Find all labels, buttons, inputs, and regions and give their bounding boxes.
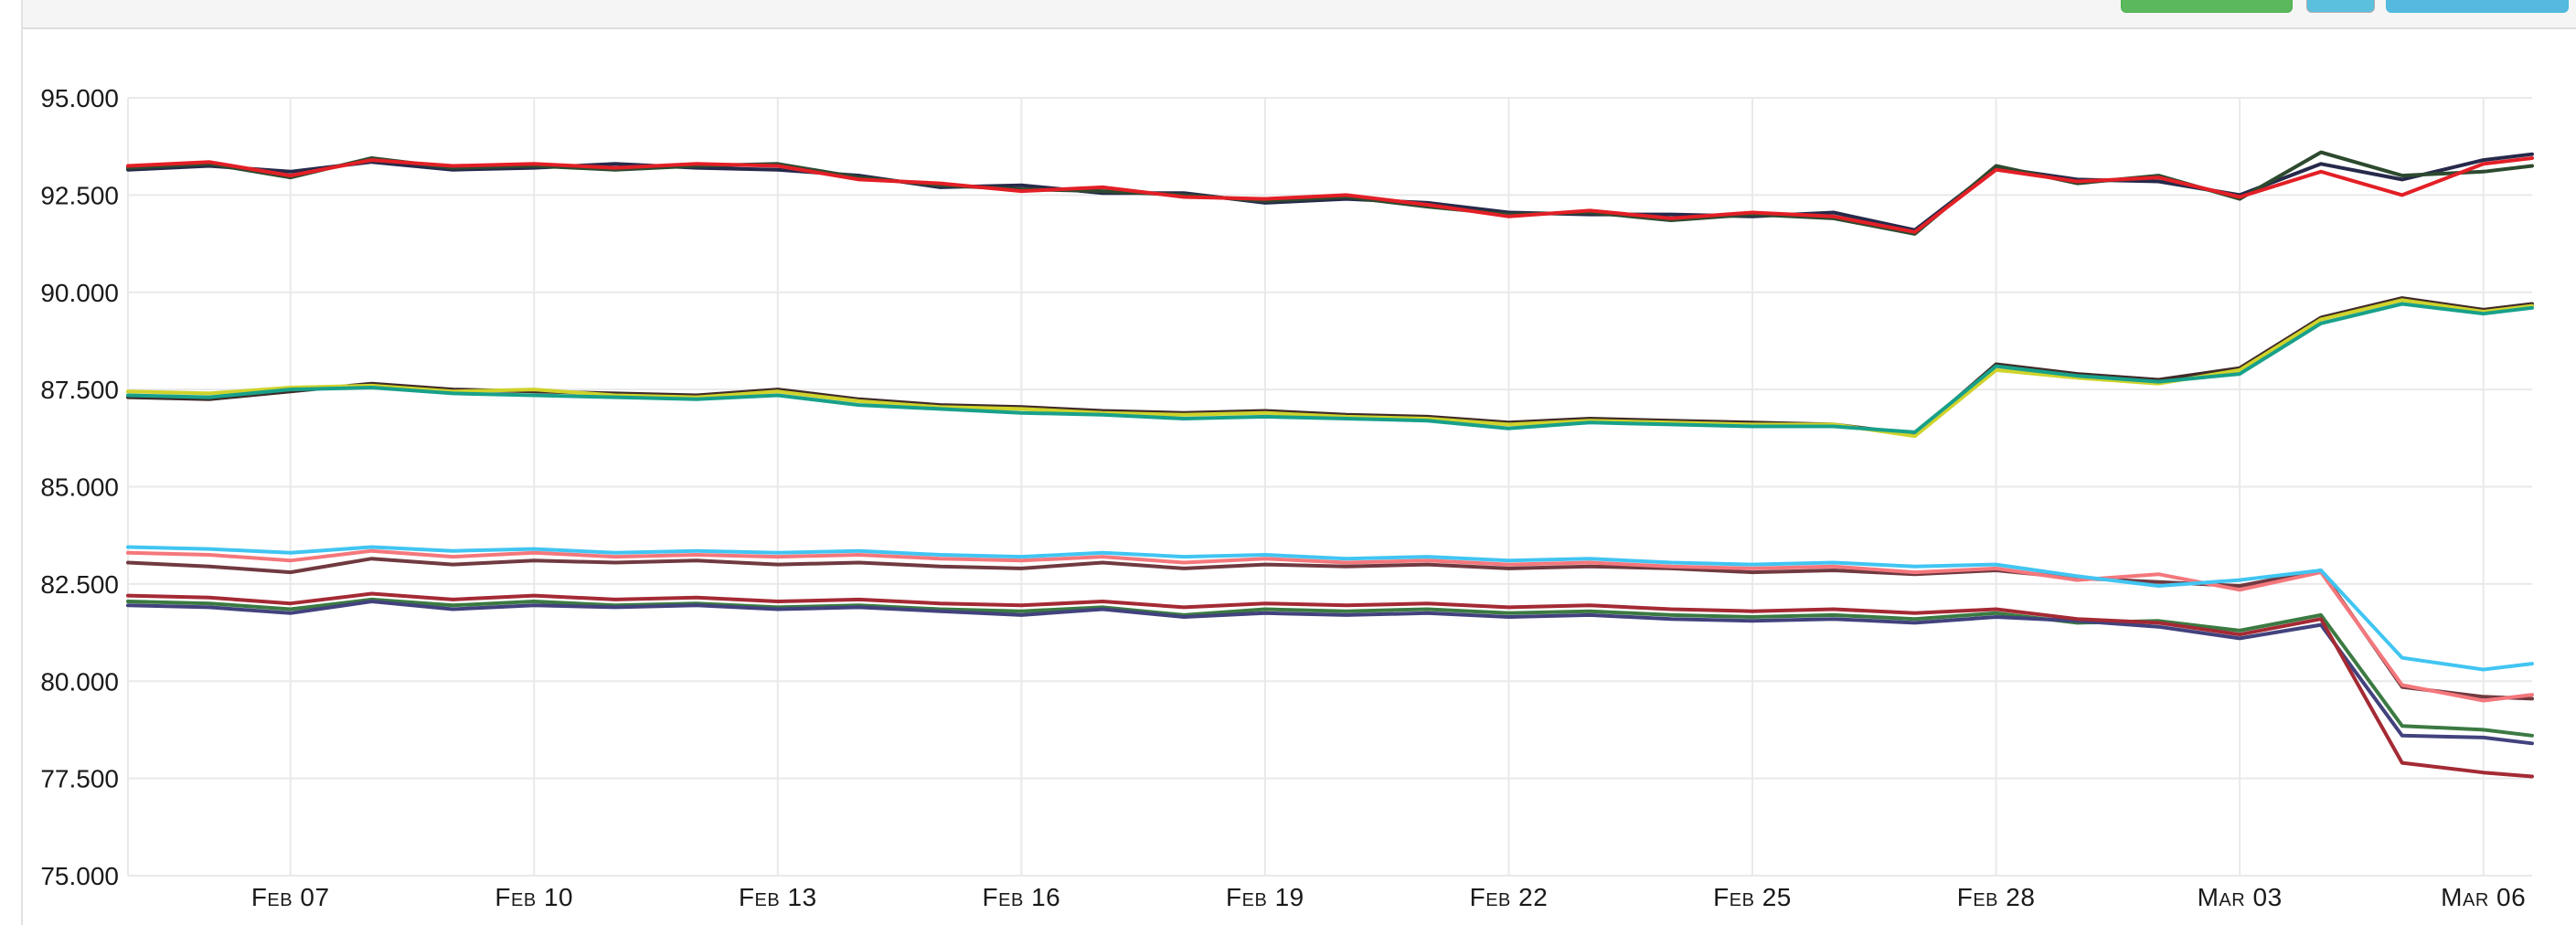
chart-panel: 95.000 92.500 90.000 87.500 85.000 82.500 80.0… [23,29,2576,925]
y-tick-label: 90.000 [40,279,119,307]
x-tick-label: Feb 28 [1957,883,2036,911]
series-line-dark-green [126,150,2534,236]
x-tick-label: Mar 03 [2198,883,2283,911]
x-tick-label: Feb 19 [1226,883,1304,911]
x-tick-label: Feb 16 [983,883,1061,911]
x-tick-label: Feb 07 [251,883,330,911]
x-tick-label: Mar 06 [2441,883,2526,911]
y-tick-label: 92.500 [40,181,119,209]
y-tick-label: 77.500 [40,765,119,793]
x-tick-label: Feb 10 [495,883,573,911]
page-left-margin [0,0,23,925]
series-line-navy [126,152,2534,232]
toolbar [23,0,2576,29]
y-tick-label: 87.500 [40,376,119,404]
series-line-cyan [126,545,2534,672]
y-tick-label: 95.000 [40,84,119,112]
y-tick-label: 82.500 [40,570,119,599]
toolbar-button-group [2108,0,2569,13]
y-tick-label: 75.000 [40,862,119,890]
series-line-teal [126,302,2534,434]
series-line-red [126,156,2534,234]
series-line-crimson [126,591,2534,779]
x-tick-label: Feb 25 [1713,883,1792,911]
toolbar-button-blue-small[interactable] [2306,0,2375,13]
series-line-dark-brown [126,296,2534,437]
toolbar-button-green[interactable] [2121,0,2293,13]
series-line-yellow [126,298,2534,439]
x-tick-label: Feb 22 [1470,883,1549,911]
multi-series-line-chart: 95.000 92.500 90.000 87.500 85.000 82.500 80.0… [40,84,2534,911]
series-line-salmon [126,548,2534,703]
x-tick-label: Feb 13 [739,883,817,911]
series-line-forest-green [126,597,2534,738]
y-tick-label: 80.000 [40,667,119,696]
y-tick-label: 85.000 [40,473,119,502]
series-line-maroon [126,557,2534,701]
series-line-indigo [126,600,2534,746]
toolbar-button-blue-wide[interactable] [2386,0,2569,13]
